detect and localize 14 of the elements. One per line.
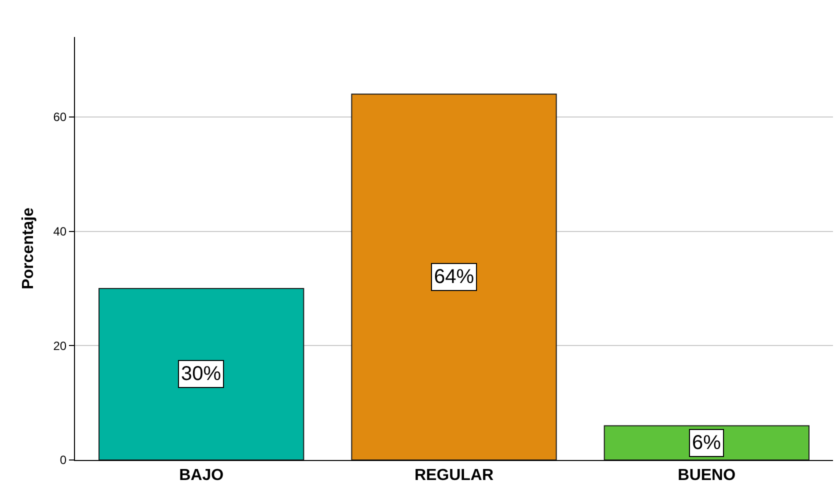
data-label: 64% — [434, 266, 474, 288]
data-label: 6% — [692, 432, 722, 454]
data-label: 30% — [181, 363, 222, 385]
y-tick-label: 60 — [53, 110, 67, 124]
x-tick-label: BUENO — [678, 467, 736, 484]
bar — [98, 288, 304, 460]
bar — [604, 425, 810, 460]
x-tick-label: REGULAR — [414, 467, 494, 484]
y-tick-label: 20 — [53, 338, 67, 353]
y-tick-label: 40 — [53, 224, 67, 239]
x-tick-label: BAJO — [179, 467, 224, 484]
y-axis-title: Porcentaje — [20, 207, 38, 290]
bar — [351, 94, 557, 460]
y-tick-label: 0 — [60, 453, 67, 468]
